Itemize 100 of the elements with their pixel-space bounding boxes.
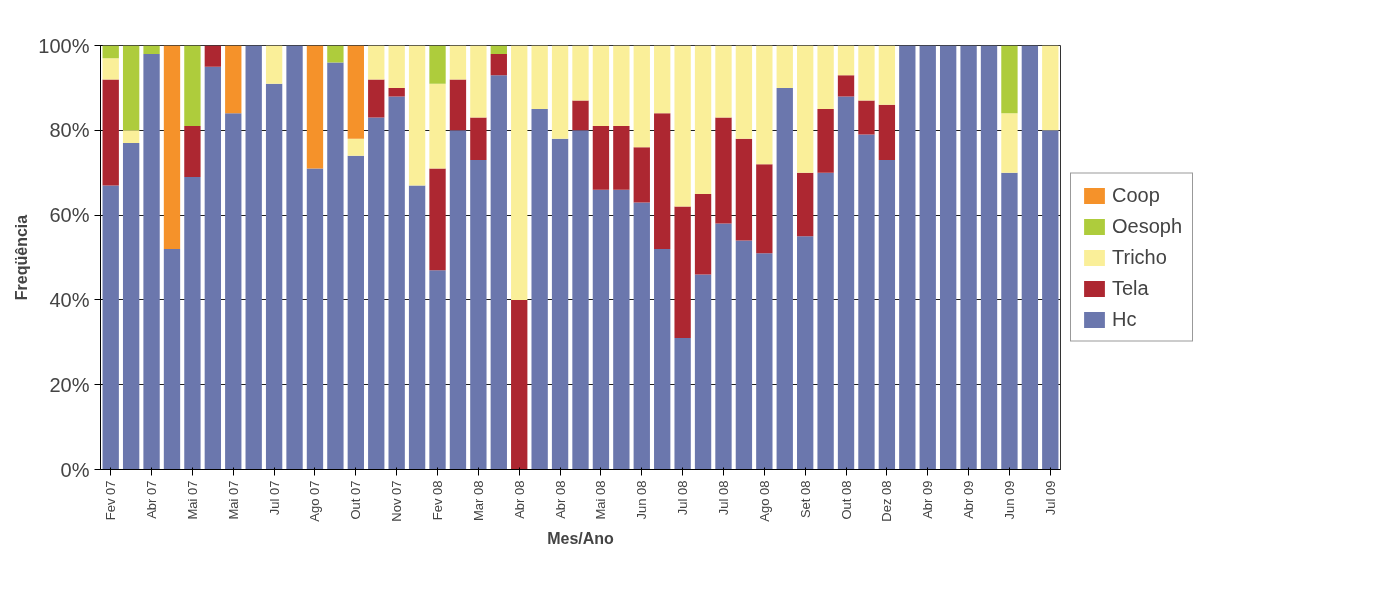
- bar: [368, 45, 385, 80]
- bar: [511, 299, 528, 470]
- y-tick-label: 20%: [49, 373, 90, 396]
- y-tick-label: 80%: [49, 119, 90, 142]
- bar: [122, 143, 140, 470]
- bar: [225, 113, 242, 470]
- bar: [327, 45, 344, 63]
- x-tick-label: Fev 08: [430, 480, 446, 521]
- bar: [817, 109, 834, 173]
- x-tick-label: Fev 07: [103, 480, 119, 521]
- bar: [735, 45, 753, 139]
- y-axis-title: Freqüência: [13, 214, 31, 301]
- bar: [878, 104, 896, 160]
- bar: [837, 75, 855, 97]
- bar: [408, 185, 426, 470]
- x-tick-label: Jul 08: [675, 480, 691, 516]
- bar: [572, 45, 589, 101]
- bar: [1042, 45, 1059, 131]
- bar: [225, 45, 242, 114]
- bar: [490, 45, 507, 54]
- bar: [511, 45, 528, 300]
- x-axis-title: Mes/Ano: [547, 529, 615, 547]
- bar: [756, 164, 773, 254]
- x-tick-label: Mai 08: [593, 480, 609, 520]
- bar: [122, 45, 140, 131]
- bar: [347, 45, 364, 139]
- bar: [797, 45, 814, 173]
- bar: [674, 45, 691, 207]
- bar: [592, 126, 610, 190]
- bar: [163, 249, 181, 470]
- bar: [368, 117, 385, 470]
- x-tick-label: Abr 08: [552, 480, 568, 519]
- x-tick-label: Abr 09: [920, 480, 936, 519]
- bar: [858, 45, 875, 101]
- bar: [694, 45, 712, 194]
- bar: [306, 168, 324, 470]
- legend-label: Hc: [1112, 307, 1137, 331]
- bar: [633, 45, 650, 148]
- bar: [939, 45, 957, 470]
- bar: [756, 253, 773, 470]
- bar: [286, 45, 303, 470]
- bar: [654, 113, 671, 250]
- bar: [327, 62, 344, 470]
- bar: [837, 96, 855, 470]
- legend-label: Coop: [1112, 183, 1160, 207]
- bar: [674, 206, 691, 339]
- bar: [980, 45, 998, 470]
- bar: [572, 130, 589, 470]
- bar: [347, 138, 364, 156]
- bar: [470, 117, 487, 160]
- bar: [572, 100, 589, 131]
- bar: [449, 79, 467, 131]
- x-tick-label: Jul 07: [266, 480, 282, 516]
- y-tick-label: 100%: [38, 34, 90, 57]
- x-tick-label: Ago 07: [307, 480, 323, 522]
- bar: [613, 45, 630, 127]
- bar: [429, 45, 446, 84]
- bar: [184, 45, 201, 127]
- bar: [858, 134, 875, 470]
- bar: [1001, 45, 1018, 114]
- y-tick-label: 40%: [49, 288, 90, 311]
- bar: [654, 249, 671, 470]
- bar: [102, 79, 119, 186]
- bar: [388, 45, 405, 88]
- legend-label: Tela: [1112, 276, 1149, 300]
- bar: [102, 58, 119, 80]
- bar: [490, 75, 507, 470]
- bar: [797, 236, 814, 470]
- legend-label: Tricho: [1112, 245, 1167, 269]
- x-tick-label: Abr 08: [511, 480, 527, 519]
- bar: [429, 83, 446, 169]
- bar: [265, 83, 283, 470]
- x-tick-label: Jun 09: [1001, 480, 1017, 520]
- x-tick-label: Jun 08: [634, 480, 650, 520]
- bar: [470, 159, 487, 470]
- bar: [776, 87, 793, 470]
- bar: [797, 172, 814, 237]
- bar: [102, 185, 119, 470]
- bar: [694, 274, 712, 470]
- bar: [1001, 172, 1018, 470]
- bar: [490, 53, 507, 76]
- bar: [858, 100, 875, 135]
- bar: [960, 45, 977, 470]
- bar: [899, 45, 916, 470]
- bar: [449, 45, 467, 80]
- x-tick-label: Mai 07: [225, 480, 241, 520]
- bar: [163, 45, 181, 250]
- bar: [715, 223, 732, 470]
- y-tick-label: 0%: [60, 458, 90, 481]
- bar: [368, 79, 385, 118]
- x-tick-label: Nov 07: [389, 480, 405, 522]
- y-tick-label: 60%: [49, 204, 90, 227]
- bar: [143, 53, 160, 470]
- x-tick-label: Abr 07: [144, 480, 160, 519]
- bar: [265, 45, 283, 84]
- bar: [204, 66, 222, 470]
- bar: [347, 155, 364, 470]
- bar: [1042, 130, 1059, 470]
- bar: [694, 193, 712, 275]
- bar: [919, 45, 936, 470]
